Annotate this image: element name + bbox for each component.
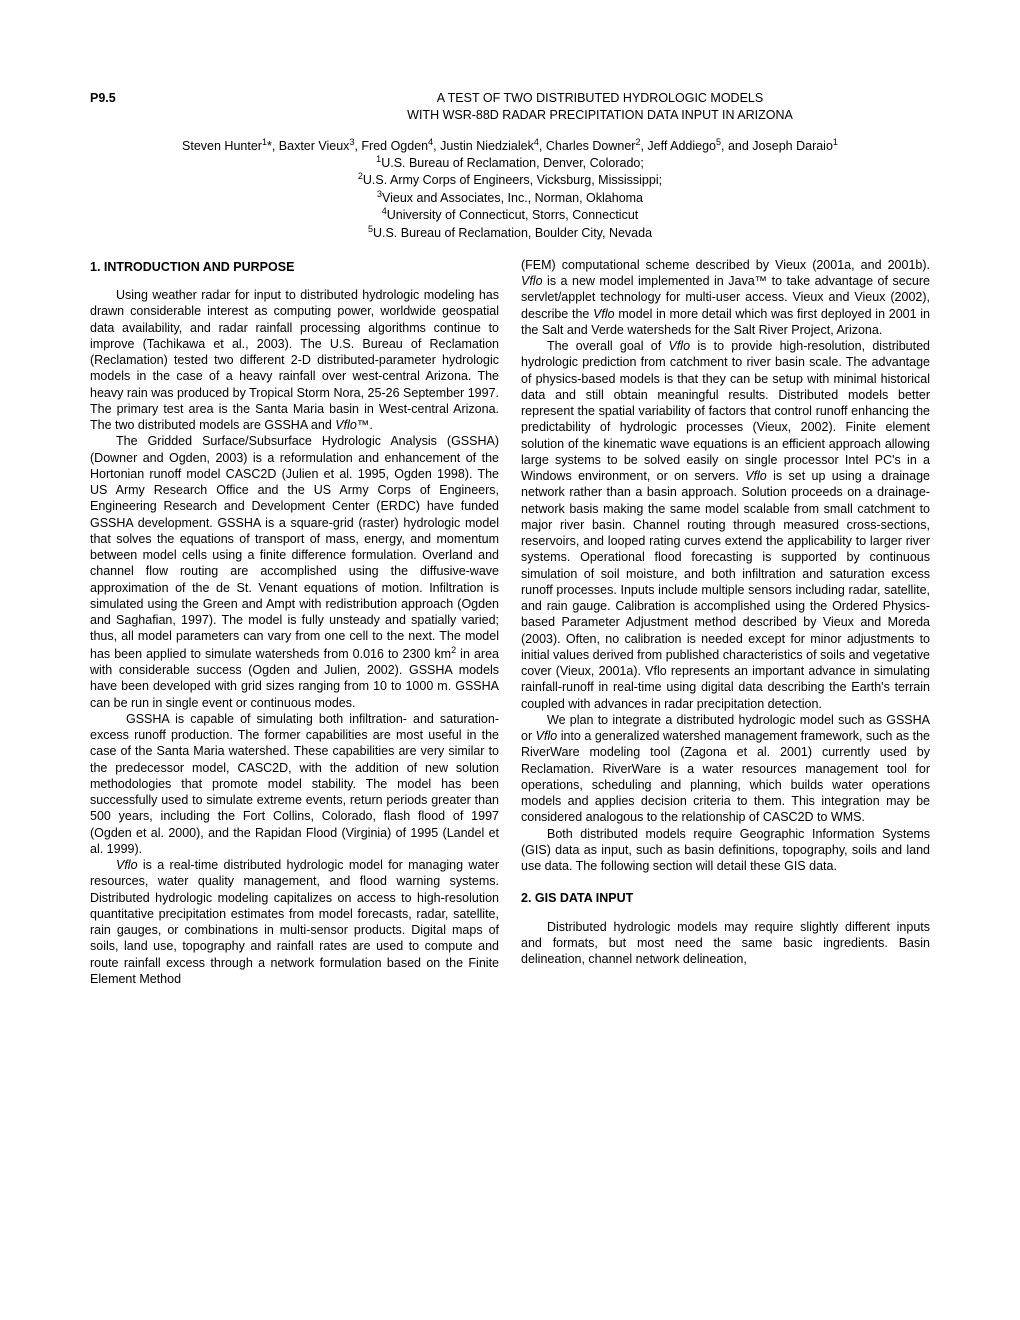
left-column: 1. INTRODUCTION AND PURPOSE Using weathe… bbox=[90, 257, 499, 987]
two-column-layout: 1. INTRODUCTION AND PURPOSE Using weathe… bbox=[90, 257, 930, 987]
paragraph: Both distributed models require Geograph… bbox=[521, 826, 930, 875]
title-block: A TEST OF TWO DISTRIBUTED HYDROLOGIC MOD… bbox=[270, 90, 930, 125]
right-column: (FEM) computational scheme described by … bbox=[521, 257, 930, 987]
affiliation-5: 5U.S. Bureau of Reclamation, Boulder Cit… bbox=[90, 224, 930, 241]
affiliation-1: 1U.S. Bureau of Reclamation, Denver, Col… bbox=[90, 154, 930, 171]
affiliation-2: 2U.S. Army Corps of Engineers, Vicksburg… bbox=[90, 171, 930, 188]
title-line-2: WITH WSR-88D RADAR PRECIPITATION DATA IN… bbox=[270, 107, 930, 123]
authors-line: Steven Hunter1*, Baxter Vieux3, Fred Ogd… bbox=[90, 137, 930, 154]
paragraph: The Gridded Surface/Subsurface Hydrologi… bbox=[90, 433, 499, 710]
section-1-heading: 1. INTRODUCTION AND PURPOSE bbox=[90, 259, 499, 275]
section-2-heading: 2. GIS DATA INPUT bbox=[521, 890, 930, 906]
header-row: P9.5 A TEST OF TWO DISTRIBUTED HYDROLOGI… bbox=[90, 90, 930, 125]
paragraph: We plan to integrate a distributed hydro… bbox=[521, 712, 930, 826]
paragraph: (FEM) computational scheme described by … bbox=[521, 257, 930, 338]
paragraph: GSSHA is capable of simulating both infi… bbox=[90, 711, 499, 857]
affiliation-4: 4University of Connecticut, Storrs, Conn… bbox=[90, 206, 930, 223]
authors-block: Steven Hunter1*, Baxter Vieux3, Fred Ogd… bbox=[90, 137, 930, 241]
paragraph: Distributed hydrologic models may requir… bbox=[521, 919, 930, 968]
paragraph: Using weather radar for input to distrib… bbox=[90, 287, 499, 433]
affiliation-3: 3Vieux and Associates, Inc., Norman, Okl… bbox=[90, 189, 930, 206]
paragraph: The overall goal of Vflo is to provide h… bbox=[521, 338, 930, 712]
paper-id: P9.5 bbox=[90, 90, 270, 125]
paragraph: Vflo is a real-time distributed hydrolog… bbox=[90, 857, 499, 987]
title-line-1: A TEST OF TWO DISTRIBUTED HYDROLOGIC MOD… bbox=[270, 90, 930, 106]
